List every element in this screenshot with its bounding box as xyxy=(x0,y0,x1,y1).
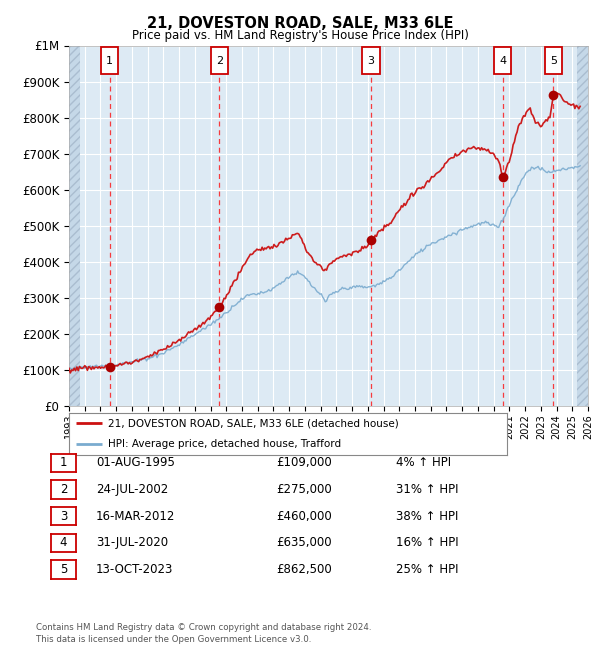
Text: 3: 3 xyxy=(368,56,374,66)
FancyBboxPatch shape xyxy=(211,47,228,74)
Text: 5: 5 xyxy=(60,563,67,576)
Text: 4: 4 xyxy=(60,536,67,549)
Text: Price paid vs. HM Land Registry's House Price Index (HPI): Price paid vs. HM Land Registry's House … xyxy=(131,29,469,42)
Text: £460,000: £460,000 xyxy=(276,510,332,523)
Text: 4: 4 xyxy=(499,56,506,66)
Text: 21, DOVESTON ROAD, SALE, M33 6LE: 21, DOVESTON ROAD, SALE, M33 6LE xyxy=(147,16,453,31)
Text: 4% ↑ HPI: 4% ↑ HPI xyxy=(396,456,451,469)
Text: 31% ↑ HPI: 31% ↑ HPI xyxy=(396,483,458,496)
Text: This data is licensed under the Open Government Licence v3.0.: This data is licensed under the Open Gov… xyxy=(36,634,311,644)
Text: Contains HM Land Registry data © Crown copyright and database right 2024.: Contains HM Land Registry data © Crown c… xyxy=(36,623,371,632)
Text: 16-MAR-2012: 16-MAR-2012 xyxy=(96,510,175,523)
Bar xyxy=(69,46,80,406)
Text: 38% ↑ HPI: 38% ↑ HPI xyxy=(396,510,458,523)
Text: 13-OCT-2023: 13-OCT-2023 xyxy=(96,563,173,576)
FancyBboxPatch shape xyxy=(494,47,511,74)
Text: 24-JUL-2002: 24-JUL-2002 xyxy=(96,483,168,496)
Text: 1: 1 xyxy=(60,456,67,469)
Text: 31-JUL-2020: 31-JUL-2020 xyxy=(96,536,168,549)
Text: 25% ↑ HPI: 25% ↑ HPI xyxy=(396,563,458,576)
Text: HPI: Average price, detached house, Trafford: HPI: Average price, detached house, Traf… xyxy=(109,439,341,449)
FancyBboxPatch shape xyxy=(362,47,380,74)
Text: £635,000: £635,000 xyxy=(276,536,332,549)
Text: £109,000: £109,000 xyxy=(276,456,332,469)
Bar xyxy=(577,46,588,406)
Text: 21, DOVESTON ROAD, SALE, M33 6LE (detached house): 21, DOVESTON ROAD, SALE, M33 6LE (detach… xyxy=(109,419,399,428)
FancyBboxPatch shape xyxy=(101,47,118,74)
Text: 01-AUG-1995: 01-AUG-1995 xyxy=(96,456,175,469)
Text: 2: 2 xyxy=(60,483,67,496)
Text: 3: 3 xyxy=(60,510,67,523)
FancyBboxPatch shape xyxy=(545,47,562,74)
Text: £862,500: £862,500 xyxy=(276,563,332,576)
Text: 2: 2 xyxy=(216,56,223,66)
Text: 1: 1 xyxy=(106,56,113,66)
Text: 16% ↑ HPI: 16% ↑ HPI xyxy=(396,536,458,549)
Text: £275,000: £275,000 xyxy=(276,483,332,496)
Text: 5: 5 xyxy=(550,56,557,66)
